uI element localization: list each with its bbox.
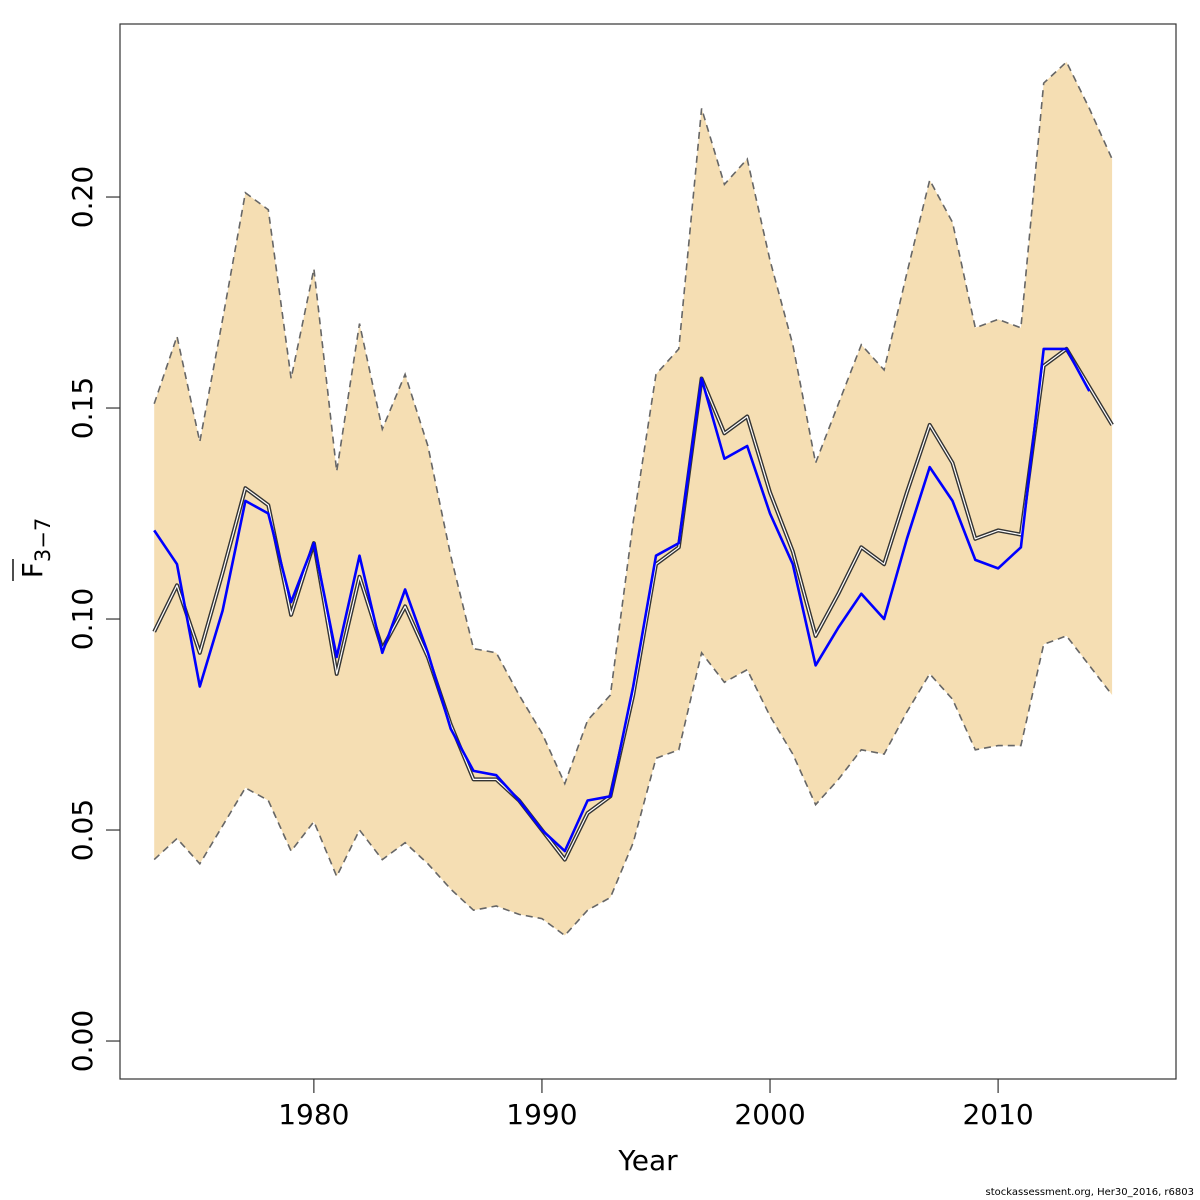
y-tick-label-0.05: 0.05 [66,799,99,861]
x-tick-label-2010: 2010 [962,1098,1033,1131]
y-axis-title: F3−7 [16,518,55,578]
x-tick-label-2000: 2000 [734,1098,805,1131]
x-tick-label-1980: 1980 [278,1098,349,1131]
y-tick-label-0.10: 0.10 [66,588,99,650]
y-axis: 0.00 0.05 0.10 0.15 0.20 [66,166,120,1072]
x-tick-label-1990: 1990 [506,1098,577,1131]
series-line-retro [153,347,1091,853]
x-axis-title: Year [617,1144,678,1177]
y-tick-label-0.15: 0.15 [66,377,99,439]
y-axis-title-main: F [16,562,49,578]
y-axis-title-subscript: 3−7 [31,518,55,562]
y-tick-label-0.20: 0.20 [66,166,99,228]
series-group [152,346,1114,862]
upper-bound-line [153,60,1113,786]
x-axis: 1980 1990 2000 2010 [278,1079,1034,1131]
svg-text:F3−7: F3−7 [16,518,55,578]
y-tick-label-0.00: 0.00 [66,1010,99,1072]
footer-credit: stockassessment.org, Her30_2016, r6803 [985,1187,1194,1198]
confidence-band [154,62,1113,936]
plot-frame [119,23,1177,1080]
